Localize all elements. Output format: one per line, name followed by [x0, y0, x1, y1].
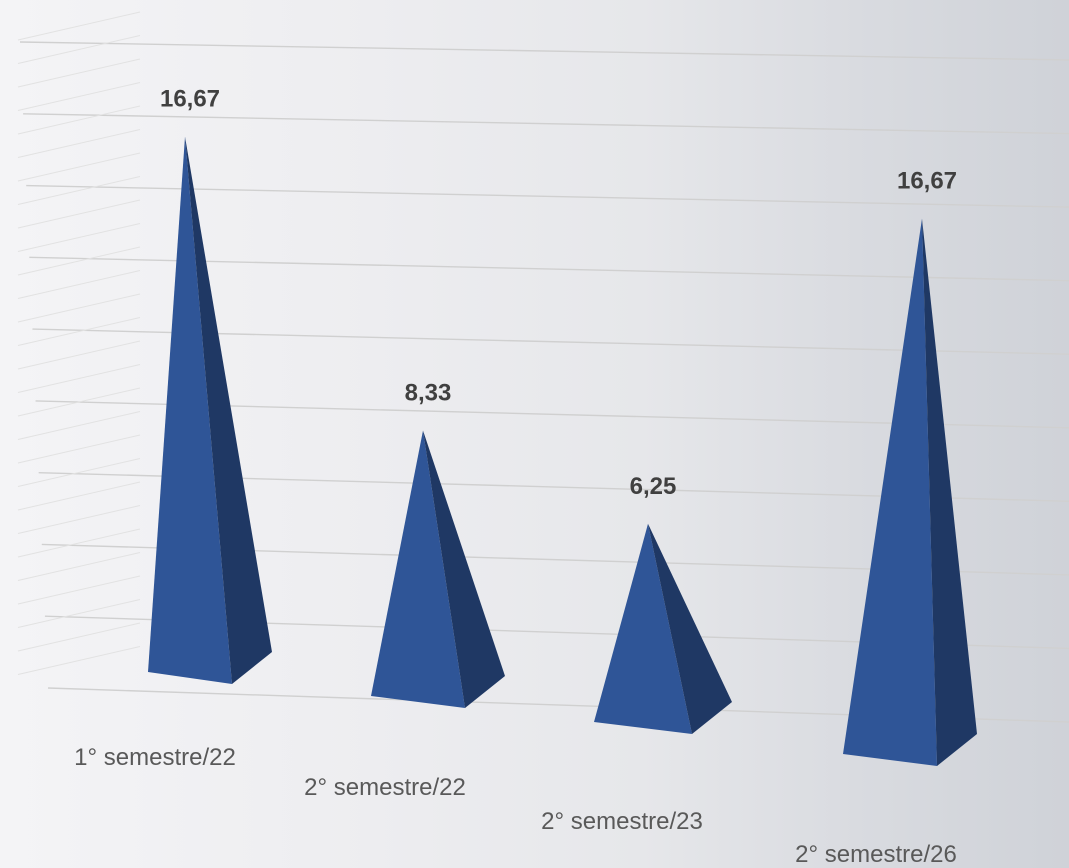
data-label: 6,25 [630, 473, 677, 500]
wall-gridline [17, 411, 141, 440]
wall-gridline [17, 199, 141, 229]
pyramid-bar-side [423, 430, 505, 708]
wall-gridline [17, 270, 141, 299]
pyramid-bar-front [594, 523, 692, 734]
wall-gridline [17, 293, 141, 323]
data-label: 16,67 [160, 86, 220, 113]
wall-gridline [17, 599, 141, 628]
wall-gridline [17, 505, 141, 534]
wall-gridline [17, 152, 141, 182]
wall-gridline [17, 35, 141, 64]
wall-gridline [17, 82, 141, 111]
wall-gridline [17, 11, 141, 41]
wall-gridline [17, 528, 141, 558]
pyramid-bar-side [185, 136, 272, 685]
wall-gridline [17, 105, 141, 135]
pyramid-bar-front [148, 136, 232, 685]
wall-gridline [17, 223, 141, 252]
wall-gridline [17, 58, 141, 88]
wall-gridline [17, 317, 141, 346]
pyramid-bar-side [922, 218, 977, 767]
category-label: 2° semestre/22 [304, 774, 466, 801]
wall-gridline [17, 387, 141, 417]
wall-gridline [17, 575, 141, 605]
pyramid-bar-front [843, 218, 937, 767]
pyramid-bar-front [371, 430, 465, 708]
category-label: 1° semestre/22 [74, 744, 236, 771]
wall-gridline [17, 646, 141, 675]
gridline [26, 184, 1069, 208]
bars [148, 136, 977, 767]
pyramid-bar-side [648, 523, 732, 734]
data-label: 16,67 [897, 168, 957, 195]
wall-gridline [17, 176, 141, 205]
wall-gridline [17, 364, 141, 393]
wall-gridline [17, 622, 141, 652]
wall-gridline [17, 481, 141, 511]
data-label: 8,33 [405, 379, 452, 406]
wall-gridline [17, 246, 141, 276]
wall-gridline [17, 552, 141, 581]
wall-gridline [17, 434, 141, 464]
category-label: 2° semestre/26 [795, 841, 957, 868]
wall-gridline [17, 129, 141, 158]
wall-gridline [17, 458, 141, 487]
category-label: 2° semestre/23 [541, 808, 703, 835]
labels: 16,67 1° semestre/22 8,33 2° semestre/22 6,2… [74, 86, 957, 868]
wall-gridline [17, 340, 141, 370]
gridline [19, 41, 1069, 61]
gridline [23, 113, 1069, 135]
